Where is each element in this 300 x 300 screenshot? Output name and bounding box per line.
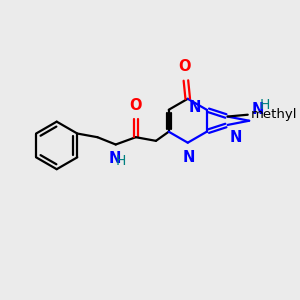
Text: H: H (116, 154, 126, 168)
Text: methyl: methyl (250, 108, 297, 121)
Text: O: O (179, 59, 191, 74)
Text: N: N (182, 150, 195, 165)
Text: N: N (230, 130, 242, 146)
Text: O: O (130, 98, 142, 112)
Text: H: H (259, 98, 270, 112)
Text: N: N (189, 100, 201, 115)
Text: N: N (252, 102, 264, 117)
Text: N: N (109, 151, 121, 166)
